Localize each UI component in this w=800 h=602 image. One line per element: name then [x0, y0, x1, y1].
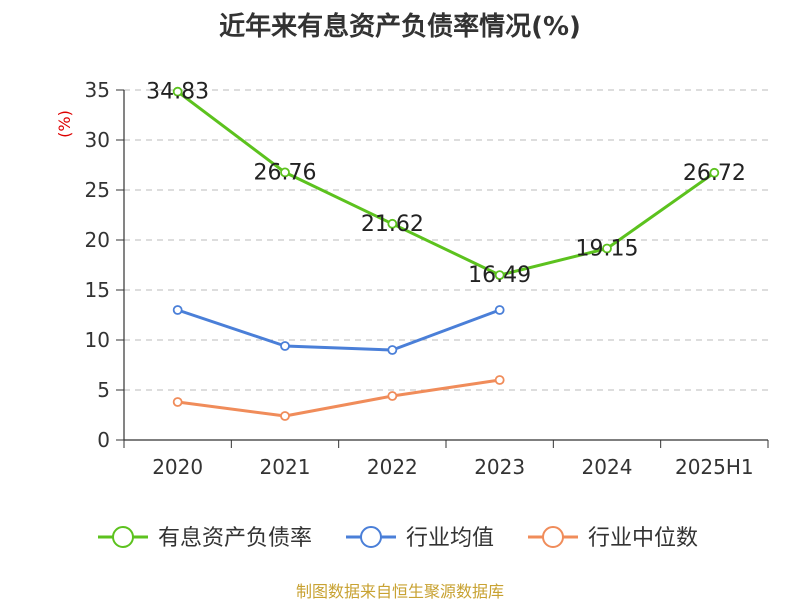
data-point: [280, 411, 290, 421]
legend-label: 行业均值: [406, 526, 494, 551]
legend-label: 行业中位数: [588, 526, 698, 551]
x-tick-label: 2024: [582, 455, 633, 479]
chart-title: 近年来有息资产负债率情况(%): [219, 12, 581, 42]
legend-label: 有息资产负债率: [158, 526, 312, 551]
data-point: [602, 243, 612, 254]
y-tick-label: 10: [85, 328, 110, 352]
series-line: [176, 90, 716, 277]
data-label: 26.76: [254, 160, 317, 185]
legend-marker: [542, 526, 564, 548]
y-tick-label: 0: [97, 428, 110, 452]
data-point: [709, 167, 720, 178]
y-tick-label: 25: [85, 178, 110, 202]
series-line: [177, 378, 500, 418]
data-label: 16.49: [468, 263, 531, 288]
data-point: [494, 270, 505, 281]
data-point: [280, 341, 290, 351]
x-tick-label: 2025H1: [675, 455, 754, 479]
data-label: 26.72: [683, 161, 746, 186]
x-tick-label: 2021: [260, 455, 311, 479]
x-tick-label: 2020: [152, 455, 203, 479]
y-unit-label: (%): [55, 110, 74, 138]
source-note: 制图数据来自恒生聚源数据库: [295, 582, 504, 601]
y-tick-label: 20: [85, 228, 110, 252]
data-point: [172, 305, 183, 315]
data-point: [494, 305, 505, 315]
legend-marker: [112, 526, 134, 548]
x-tick-label: 2023: [474, 455, 525, 479]
legend-marker: [360, 526, 382, 548]
series-line: [177, 308, 501, 352]
data-point: [387, 391, 398, 401]
x-tick-label: 2022: [367, 455, 418, 479]
y-tick-label: 35: [85, 78, 110, 102]
data-point: [387, 345, 398, 355]
y-tick-label: 30: [85, 128, 110, 152]
data-label: 34.83: [146, 80, 209, 105]
data-point: [172, 86, 183, 97]
data-point: [172, 397, 183, 407]
y-tick-label: 15: [85, 278, 110, 302]
data-label: 19.15: [576, 237, 639, 262]
data-point: [387, 218, 398, 229]
data-point: [494, 375, 505, 385]
y-tick-label: 5: [97, 378, 110, 402]
data-point: [280, 167, 290, 178]
data-label: 21.62: [361, 212, 424, 237]
